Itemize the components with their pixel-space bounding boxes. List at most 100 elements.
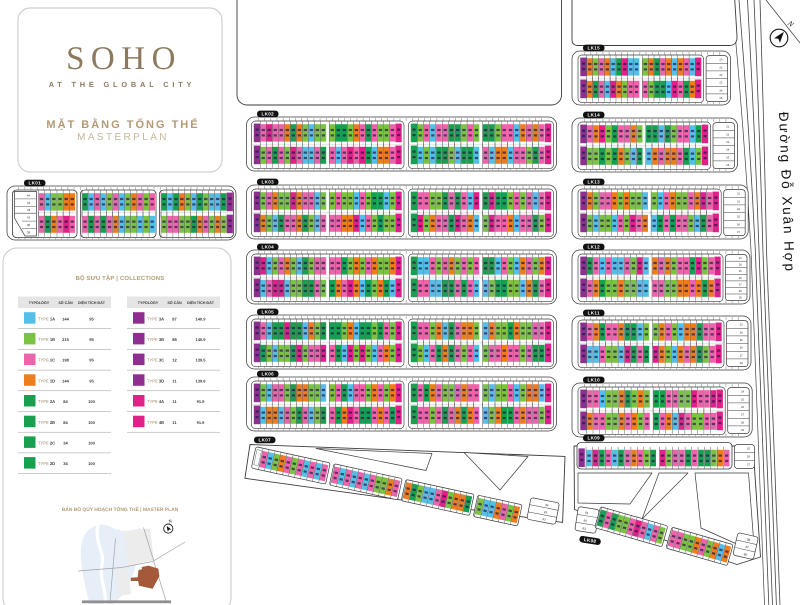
svg-text:25: 25 <box>737 216 740 219</box>
svg-text:87: 87 <box>172 316 177 321</box>
svg-text:95: 95 <box>89 316 94 321</box>
svg-text:215: 215 <box>62 337 69 342</box>
svg-text:TYPE 1D: TYPE 1D <box>38 378 55 383</box>
svg-text:25: 25 <box>719 97 722 100</box>
svg-text:23: 23 <box>726 141 729 144</box>
svg-text:140.9: 140.9 <box>195 316 206 321</box>
svg-text:139.5: 139.5 <box>195 358 206 363</box>
svg-text:198: 198 <box>62 358 69 363</box>
svg-text:LK05: LK05 <box>262 310 275 315</box>
svg-text:LK09: LK09 <box>588 436 601 441</box>
svg-text:TYPE 4B: TYPE 4B <box>147 420 164 425</box>
svg-text:21: 21 <box>719 66 722 69</box>
svg-text:SOHO: SOHO <box>66 41 182 77</box>
svg-text:100: 100 <box>88 461 95 466</box>
svg-text:MASTERPLAN: MASTERPLAN <box>77 132 169 143</box>
svg-text:LK10: LK10 <box>588 378 601 383</box>
svg-text:25: 25 <box>741 398 744 401</box>
svg-text:28: 28 <box>741 421 744 424</box>
svg-text:26: 26 <box>726 164 729 167</box>
svg-text:SỐ CĂN: SỐ CĂN <box>58 300 73 305</box>
svg-text:24: 24 <box>741 391 744 394</box>
svg-text:26: 26 <box>747 456 750 459</box>
svg-text:TYPE 2B: TYPE 2B <box>38 420 55 425</box>
svg-text:40: 40 <box>27 223 31 227</box>
svg-text:20: 20 <box>719 59 722 62</box>
svg-text:144: 144 <box>62 378 69 383</box>
svg-text:27: 27 <box>747 464 750 467</box>
svg-text:TYPOLOGY: TYPOLOGY <box>138 301 159 305</box>
svg-text:24: 24 <box>737 208 740 211</box>
svg-text:TYPE 1B: TYPE 1B <box>38 337 55 342</box>
svg-text:28: 28 <box>740 362 743 365</box>
svg-text:43: 43 <box>27 201 31 205</box>
svg-text:139.6: 139.6 <box>195 378 206 383</box>
svg-text:11: 11 <box>172 378 177 383</box>
svg-text:27: 27 <box>739 283 742 286</box>
svg-text:29: 29 <box>739 297 742 300</box>
svg-text:23: 23 <box>740 324 743 327</box>
svg-text:26: 26 <box>739 277 742 280</box>
svg-text:25: 25 <box>726 156 729 159</box>
svg-text:BẢN ĐỒ QUY HOẠCH TỔNG THỂ | MA: BẢN ĐỒ QUY HOẠCH TỔNG THỂ | MASTER PLAN <box>62 506 179 513</box>
svg-text:26: 26 <box>737 223 740 226</box>
svg-text:TYPE 3A: TYPE 3A <box>147 316 164 321</box>
svg-text:DIỆN TÍCH ĐẤT: DIỆN TÍCH ĐẤT <box>78 300 106 305</box>
svg-text:24: 24 <box>739 264 742 267</box>
svg-text:25: 25 <box>747 448 750 451</box>
svg-text:91.9: 91.9 <box>197 399 206 404</box>
svg-text:29: 29 <box>741 429 744 432</box>
svg-text:LK12: LK12 <box>588 245 601 250</box>
svg-text:LK02: LK02 <box>262 112 275 117</box>
svg-text:LK14: LK14 <box>588 113 601 118</box>
svg-text:LK01: LK01 <box>29 181 42 186</box>
svg-text:LK08: LK08 <box>584 537 597 544</box>
svg-text:100: 100 <box>88 420 95 425</box>
svg-text:22: 22 <box>726 133 729 136</box>
svg-text:42: 42 <box>542 517 546 522</box>
svg-text:41: 41 <box>27 216 31 220</box>
svg-text:82: 82 <box>583 519 587 524</box>
svg-text:44: 44 <box>27 193 31 197</box>
svg-text:LK13: LK13 <box>588 180 601 185</box>
svg-text:27: 27 <box>741 414 744 417</box>
svg-text:LK15: LK15 <box>588 46 601 51</box>
svg-text:TYPE 2C: TYPE 2C <box>38 441 55 446</box>
svg-text:26: 26 <box>741 406 744 409</box>
svg-text:Đường Đỗ Xuân Hợp: Đường Đỗ Xuân Hợp <box>776 112 797 274</box>
svg-text:TYPE 3C: TYPE 3C <box>147 358 164 363</box>
svg-text:95: 95 <box>89 378 94 383</box>
svg-text:24: 24 <box>726 149 729 152</box>
svg-text:LK11: LK11 <box>588 311 600 316</box>
svg-text:23: 23 <box>719 82 722 85</box>
svg-text:34: 34 <box>63 441 68 446</box>
svg-text:42: 42 <box>27 208 31 212</box>
svg-text:88: 88 <box>172 337 177 342</box>
svg-text:27: 27 <box>737 231 740 234</box>
svg-text:84: 84 <box>63 420 68 425</box>
svg-text:21: 21 <box>726 126 729 129</box>
svg-text:TYPE 1C: TYPE 1C <box>38 358 55 363</box>
svg-text:TYPE 2D: TYPE 2D <box>38 461 55 466</box>
svg-text:11: 11 <box>172 420 177 425</box>
svg-text:N: N <box>167 518 174 525</box>
svg-text:12: 12 <box>172 358 177 363</box>
svg-text:34: 34 <box>63 461 68 466</box>
svg-text:TYPE 4A: TYPE 4A <box>147 399 164 404</box>
svg-text:LK03: LK03 <box>262 180 275 185</box>
svg-text:TYPE 2A: TYPE 2A <box>38 399 55 404</box>
svg-text:22: 22 <box>719 74 722 77</box>
svg-text:27: 27 <box>740 354 743 357</box>
svg-text:95: 95 <box>89 358 94 363</box>
svg-text:23: 23 <box>739 257 742 260</box>
svg-text:LK04: LK04 <box>262 245 275 250</box>
svg-text:38: 38 <box>743 552 747 557</box>
svg-text:37: 37 <box>745 545 749 550</box>
svg-text:LK07: LK07 <box>259 438 272 443</box>
svg-text:84: 84 <box>63 399 68 404</box>
svg-text:25: 25 <box>739 270 742 273</box>
svg-text:N: N <box>785 18 796 29</box>
svg-text:26: 26 <box>740 347 743 350</box>
svg-text:BỘ SƯU TẬP | COLLECTIONS: BỘ SƯU TẬP | COLLECTIONS <box>76 274 165 282</box>
svg-text:28: 28 <box>739 290 742 293</box>
